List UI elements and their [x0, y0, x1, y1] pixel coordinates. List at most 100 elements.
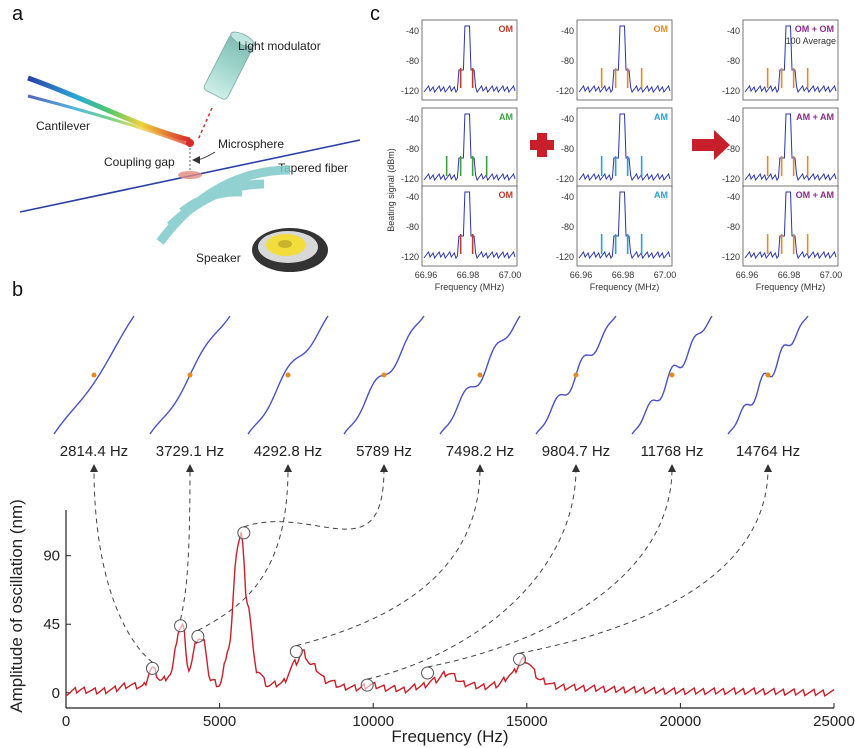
result-arrow-icon: [692, 130, 730, 160]
spectrum-ytick: -80: [406, 144, 419, 154]
mode-shape-curve: [247, 315, 329, 435]
spectrum-trace: [744, 25, 837, 94]
y-tick-label: 0: [52, 685, 60, 702]
x-tick-label: 25000: [813, 713, 855, 730]
spectrum-ytick: -120: [722, 252, 740, 262]
speaker-label: Speaker: [196, 251, 241, 265]
spectrum-mode-label: OM: [499, 190, 514, 200]
spectrum-ytick: -80: [561, 56, 574, 66]
peak-connector: [197, 464, 292, 631]
spectrum-ytick: -120: [556, 252, 574, 262]
peak-connector: [243, 464, 388, 530]
spectrum-xlabel: Frequency (MHz): [435, 282, 505, 292]
mode-labels: 2814.4 Hz 3729.1 Hz 4292.8 Hz 5789 Hz 7498.2…: [60, 443, 800, 460]
mode-shape-highlight: [573, 372, 579, 378]
peak-marker: [360, 678, 374, 692]
amplitude-chart: Amplitude of oscillation (nm) Frequency …: [7, 464, 855, 746]
spectrum-ytick: -40: [406, 26, 419, 36]
spectrum-trace: [744, 113, 837, 182]
plus-icon: [530, 133, 554, 157]
spectrum-ytick: -120: [556, 174, 574, 184]
spectrum-ytick: -40: [727, 192, 740, 202]
spectrum-xlabel: Frequency (MHz): [590, 282, 660, 292]
peak-marker: [421, 666, 435, 680]
x-tick-label: 10000: [352, 713, 394, 730]
mode-shape-curve: [53, 315, 135, 435]
spectrum-xtick: 66.96: [415, 270, 438, 280]
spectrum-ytick: -120: [401, 174, 419, 184]
spectrum-mode-label: AM + AM: [796, 112, 834, 122]
cantilever-lower: [27, 94, 191, 147]
spectrum-ytick: -40: [561, 114, 574, 124]
x-tick-label: 0: [62, 713, 70, 730]
speaker-icon: [252, 228, 328, 272]
spectrum-ytick: -40: [406, 114, 419, 124]
spectrum-mode-label: OM: [499, 24, 514, 34]
y-axis-title: Amplitude of oscillation (nm): [7, 499, 26, 713]
peak-marker: [145, 661, 159, 675]
mode-shape-highlight: [187, 372, 193, 378]
fiber-coupling-region: [178, 171, 202, 179]
spectrum-ytick: -40: [727, 114, 740, 124]
panel-label-a: a: [12, 3, 24, 25]
x-tick-label: 5000: [203, 713, 236, 730]
spectrum-xtick: 66.98: [457, 270, 480, 280]
spectrum-ytick: -80: [727, 56, 740, 66]
spectrum-ytick: -40: [727, 26, 740, 36]
spectrum-ytick: -40: [406, 192, 419, 202]
mode-frequency-label: 3729.1 Hz: [156, 443, 224, 460]
spectrum-ytick: -120: [401, 252, 419, 262]
mode-frequency-label: 9804.7 Hz: [542, 443, 610, 460]
spectrum-trace: [423, 25, 516, 94]
mode-frequency-label: 4292.8 Hz: [254, 443, 322, 460]
spectrum-trace: [423, 191, 516, 260]
coupling-gap-label: Coupling gap: [104, 155, 175, 169]
peak-connector: [427, 464, 676, 668]
peak-marker: [513, 652, 527, 666]
peak-marker: [174, 619, 188, 633]
amplitude-curve: [65, 532, 835, 698]
spectrum-trace: [578, 191, 671, 260]
mode-shape-highlight: [381, 372, 387, 378]
spectrum-xtick: 66.96: [570, 270, 593, 280]
panel-label-b: b: [12, 279, 23, 301]
peak-connector: [367, 464, 580, 680]
mode-shape-curve: [439, 315, 521, 435]
x-tick-label: 15000: [506, 713, 548, 730]
mode-shape-highlight: [285, 372, 291, 378]
spectrum-mode-label: AM: [654, 190, 668, 200]
panel-label-c: c: [370, 3, 380, 25]
mode-shape-highlight: [91, 372, 97, 378]
spectrum-ytick: -80: [561, 222, 574, 232]
light-modulator-icon: [203, 31, 255, 100]
peak-connector: [296, 464, 484, 647]
spectrum-trace: [423, 113, 516, 182]
microsphere-icon: [186, 139, 194, 147]
spectrum-ytick: -80: [727, 144, 740, 154]
spectrum-mode-label: OM + OM: [795, 24, 834, 34]
spectrum-ytick: -120: [722, 86, 740, 96]
spectrum-xtick: 66.96: [736, 270, 759, 280]
spectrum-trace: [744, 191, 837, 260]
spectrum-ytick: -120: [556, 86, 574, 96]
peak-marker: [289, 645, 303, 659]
cantilever-upper: [27, 75, 191, 143]
sound-wave-icon: [156, 165, 291, 245]
spectrum-xtick: 67.00: [820, 270, 843, 280]
spectrum-ytick: -120: [401, 86, 419, 96]
spectra-grid: -40 -80 -120 OM -40 -80 -120 AM -40 -80 -120 OM 66.9…: [401, 19, 843, 292]
spectrum-xtick: 66.98: [612, 270, 635, 280]
peak-marker: [237, 526, 251, 540]
spectrum-xtick: 67.00: [654, 270, 677, 280]
microsphere-label: Microsphere: [218, 137, 284, 151]
average-note: 100 Average: [786, 36, 836, 46]
spectrum-xtick: 66.98: [778, 270, 801, 280]
spectrum-ytick: -80: [406, 56, 419, 66]
mode-shapes: [53, 315, 809, 435]
peak-marker: [191, 629, 205, 643]
spectrum-xlabel: Frequency (MHz): [756, 282, 826, 292]
cantilever-label: Cantilever: [36, 119, 90, 133]
mode-shape-highlight: [765, 372, 771, 378]
mode-shape-curve: [631, 315, 713, 435]
mode-frequency-label: 11768 Hz: [640, 443, 703, 460]
